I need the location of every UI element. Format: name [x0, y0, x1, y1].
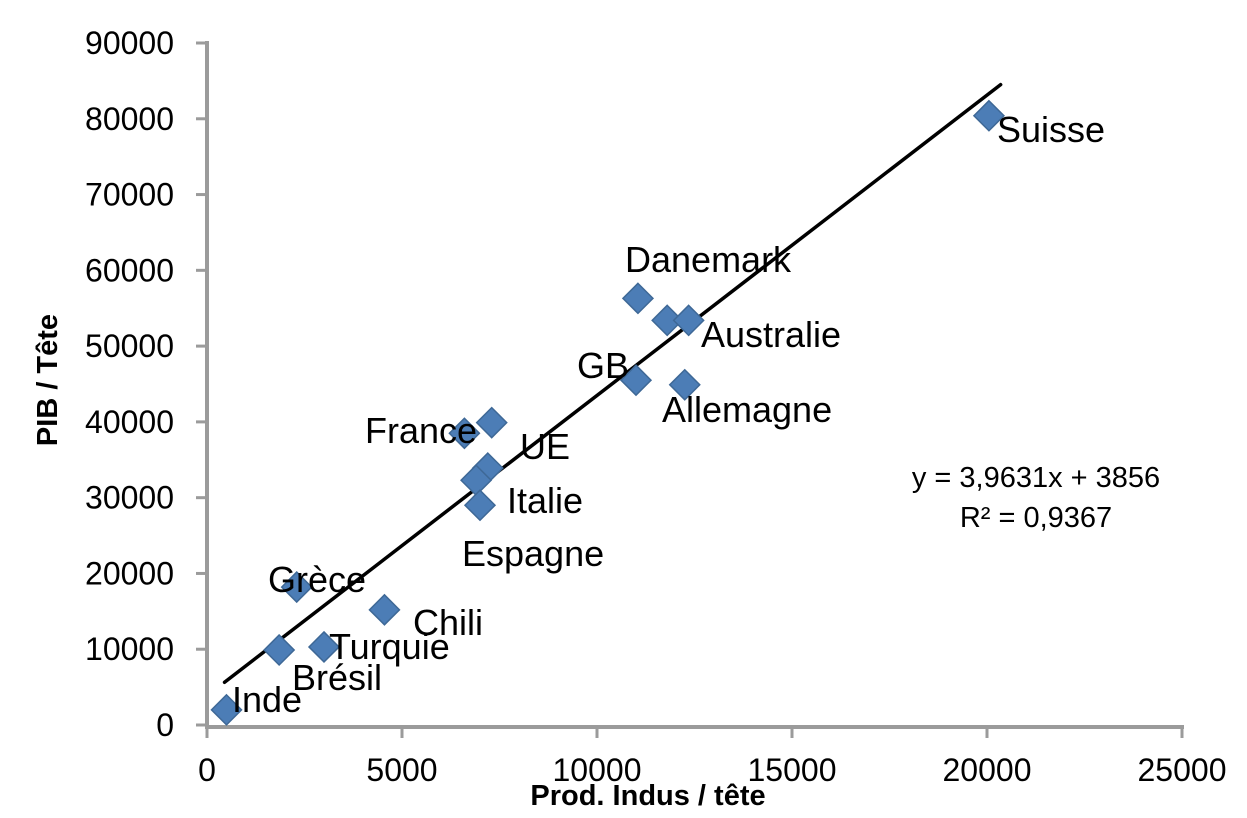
- data-point-allemagne: [668, 368, 701, 401]
- y-tick-label: 80000: [85, 101, 174, 137]
- data-point-unlabeled-6: [475, 406, 508, 439]
- point-label-inde: Inde: [232, 679, 302, 720]
- point-label-france: France: [365, 410, 477, 451]
- point-label-suisse: Suisse: [997, 109, 1105, 150]
- trend-line: [222, 82, 1003, 685]
- point-label-danemark: Danemark: [625, 239, 792, 280]
- x-tick-label: 5000: [366, 752, 437, 788]
- data-point-gb: [619, 364, 653, 397]
- point-label-bresil: Brésil: [292, 657, 382, 698]
- point-label-espagne: Espagne: [462, 533, 604, 574]
- data-point-unlabeled-12: [651, 304, 684, 337]
- data-point-inde: [210, 693, 243, 726]
- point-label-italie: Italie: [507, 480, 583, 521]
- y-axis-tick-labels: 0 10000 20000 30000 40000 50000 60000 70000 8000…: [85, 25, 174, 743]
- y-tick-label: 20000: [85, 555, 174, 591]
- x-tick-label: 15000: [748, 752, 837, 788]
- data-point-suisse: [972, 99, 1006, 132]
- point-label-chili: Chili: [413, 602, 483, 643]
- data-point-turquie: [307, 630, 341, 664]
- y-tick-label: 0: [156, 707, 174, 743]
- y-tick-label: 60000: [85, 252, 174, 288]
- x-axis-ticks: [205, 727, 1184, 738]
- y-tick-label: 30000: [85, 480, 174, 516]
- y-tick-label: 10000: [85, 631, 174, 667]
- data-point-grece: [280, 571, 313, 604]
- x-axis-tick-labels: 0 5000 10000 15000 20000 25000: [198, 752, 1226, 788]
- data-point-chili: [368, 593, 401, 626]
- point-label-gb: GB: [577, 345, 629, 386]
- y-tick-label: 90000: [85, 25, 174, 61]
- point-label-allemagne: Allemagne: [662, 389, 832, 430]
- data-point-australie: [672, 304, 705, 337]
- trendline-equation-label: y = 3,9631x + 3856: [912, 462, 1160, 494]
- y-tick-label: 40000: [85, 404, 174, 440]
- y-axis-title: PIB / Tête: [32, 314, 64, 446]
- y-axis-ticks: [196, 41, 207, 727]
- data-point-bresil: [263, 633, 296, 667]
- data-point-espagne: [463, 489, 497, 522]
- x-tick-label: 25000: [1138, 752, 1227, 788]
- x-tick-label: 0: [198, 752, 216, 788]
- point-label-grece: Grèce: [268, 559, 366, 600]
- trendline-r2-label: R² = 0,9367: [960, 502, 1112, 534]
- data-points-group: [210, 99, 1006, 726]
- point-label-australie: Australie: [701, 314, 841, 355]
- x-tick-label: 10000: [553, 752, 642, 788]
- data-point-france: [448, 417, 481, 450]
- point-label-turquie: Turquie: [329, 626, 450, 667]
- trend-line-group: [222, 82, 1003, 685]
- point-label-ue: UE: [520, 426, 570, 467]
- x-tick-label: 20000: [943, 752, 1032, 788]
- x-axis-title: Prod. Indus / tête: [530, 780, 765, 812]
- data-point-danemark: [621, 282, 655, 315]
- y-tick-label: 50000: [85, 328, 174, 364]
- y-tick-label: 70000: [85, 177, 174, 213]
